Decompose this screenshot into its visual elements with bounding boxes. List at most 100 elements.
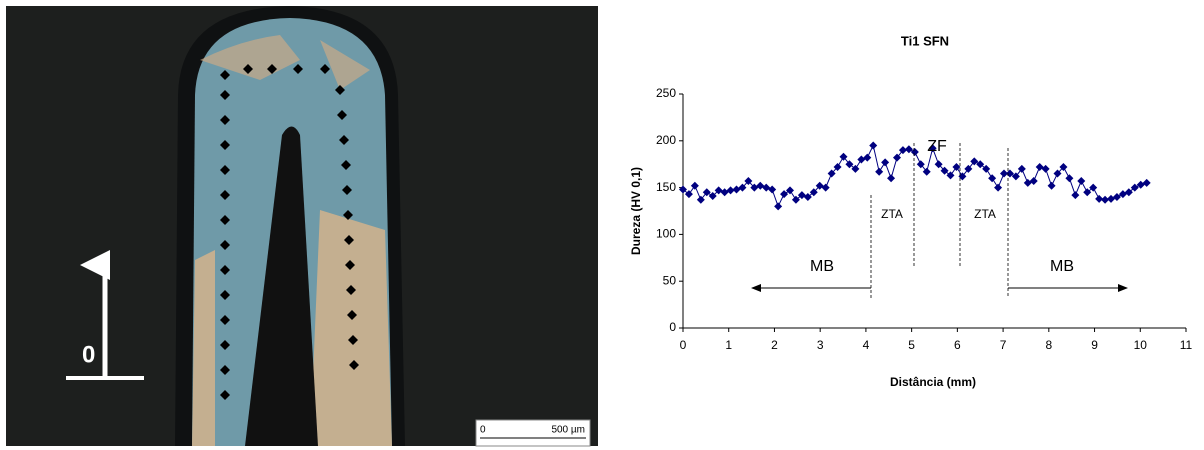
data-point bbox=[934, 160, 943, 169]
x-tick-label: 8 bbox=[1045, 338, 1052, 352]
data-point bbox=[952, 163, 961, 172]
data-point bbox=[815, 181, 824, 190]
x-tick-label: 6 bbox=[954, 338, 961, 352]
x-axis-label: Distância (mm) bbox=[890, 375, 976, 389]
data-point bbox=[780, 190, 789, 199]
data-point bbox=[851, 164, 860, 173]
data-point bbox=[976, 160, 985, 169]
data-point bbox=[1136, 180, 1145, 189]
data-point bbox=[1130, 183, 1139, 192]
scale-end: 500 µm bbox=[551, 425, 585, 436]
annotation: MB bbox=[1050, 258, 1074, 275]
x-tick-label: 11 bbox=[1180, 338, 1193, 352]
data-point bbox=[786, 186, 795, 195]
y-tick-label: 50 bbox=[663, 273, 677, 287]
scale-start: 0 bbox=[480, 425, 486, 436]
data-point bbox=[1142, 178, 1151, 187]
data-point bbox=[988, 174, 997, 183]
y-axis-label: Dureza (HV 0,1) bbox=[629, 167, 643, 255]
data-point bbox=[1041, 164, 1050, 173]
annotation: ZTA bbox=[881, 207, 903, 221]
x-tick-label: 4 bbox=[863, 338, 870, 352]
data-point bbox=[726, 186, 735, 195]
data-point bbox=[1000, 169, 1009, 178]
data-point bbox=[833, 163, 842, 172]
data-point bbox=[732, 185, 741, 194]
x-tick-label: 3 bbox=[817, 338, 824, 352]
data-point bbox=[702, 188, 711, 197]
data-point bbox=[839, 152, 848, 161]
data-point bbox=[1029, 177, 1038, 186]
data-point bbox=[881, 158, 890, 167]
micrograph: 0 0 500 µm bbox=[6, 6, 598, 447]
data-point bbox=[1071, 191, 1080, 200]
data-point bbox=[928, 144, 937, 153]
data-point bbox=[982, 164, 991, 173]
data-point bbox=[690, 181, 699, 190]
x-tick-label: 9 bbox=[1091, 338, 1098, 352]
data-point bbox=[696, 195, 705, 204]
data-point bbox=[708, 192, 717, 201]
data-point bbox=[750, 183, 759, 192]
data-point bbox=[1083, 188, 1092, 197]
data-point bbox=[1112, 192, 1121, 201]
data-point bbox=[863, 153, 872, 162]
data-point bbox=[1107, 194, 1116, 203]
annotation: ZF bbox=[927, 138, 947, 155]
data-point bbox=[994, 183, 1003, 192]
data-point bbox=[738, 183, 747, 192]
data-point bbox=[1053, 169, 1062, 178]
data-point bbox=[964, 164, 973, 173]
y-tick-label: 100 bbox=[656, 227, 676, 241]
data-point bbox=[940, 166, 949, 175]
data-point bbox=[1011, 172, 1020, 181]
data-point bbox=[1077, 177, 1086, 186]
data-point bbox=[791, 195, 800, 204]
data-point bbox=[946, 171, 955, 180]
data-point bbox=[1089, 183, 1098, 192]
chart-title: Ti1 SFN bbox=[901, 33, 949, 48]
data-point bbox=[1118, 190, 1127, 199]
data-point bbox=[875, 167, 884, 176]
data-point bbox=[904, 145, 913, 154]
arrow-label: 0 bbox=[82, 341, 95, 368]
data-point bbox=[857, 155, 866, 164]
data-point bbox=[756, 181, 765, 190]
data-point bbox=[1035, 163, 1044, 172]
data-point bbox=[869, 141, 878, 150]
data-point bbox=[1059, 163, 1068, 172]
data-point bbox=[1101, 195, 1110, 204]
data-point bbox=[910, 148, 919, 157]
data-point bbox=[720, 188, 729, 197]
data-point bbox=[1023, 178, 1032, 187]
y-tick-label: 250 bbox=[656, 86, 676, 100]
data-point bbox=[821, 183, 830, 192]
data-point bbox=[1047, 181, 1056, 190]
x-tick-label: 0 bbox=[680, 338, 687, 352]
y-tick-label: 200 bbox=[656, 133, 676, 147]
data-point bbox=[893, 153, 902, 162]
data-point bbox=[827, 169, 836, 178]
y-tick-label: 150 bbox=[656, 180, 676, 194]
data-point bbox=[970, 157, 979, 166]
x-tick-label: 10 bbox=[1134, 338, 1148, 352]
x-tick-label: 1 bbox=[725, 338, 732, 352]
y-tick-label: 0 bbox=[669, 320, 676, 334]
data-point bbox=[762, 183, 771, 192]
annotation: MB bbox=[810, 258, 834, 275]
data-point bbox=[1124, 188, 1133, 197]
data-point bbox=[887, 174, 896, 183]
x-tick-label: 7 bbox=[1000, 338, 1007, 352]
data-point bbox=[774, 202, 783, 211]
data-point bbox=[714, 186, 723, 195]
x-tick-label: 2 bbox=[771, 338, 778, 352]
data-point bbox=[845, 160, 854, 169]
data-point bbox=[768, 185, 777, 194]
data-point bbox=[809, 188, 818, 197]
data-point bbox=[797, 191, 806, 200]
data-point bbox=[1017, 164, 1026, 173]
data-point bbox=[803, 192, 812, 201]
data-point bbox=[1065, 174, 1074, 183]
data-point bbox=[1095, 194, 1104, 203]
x-tick-label: 5 bbox=[908, 338, 915, 352]
